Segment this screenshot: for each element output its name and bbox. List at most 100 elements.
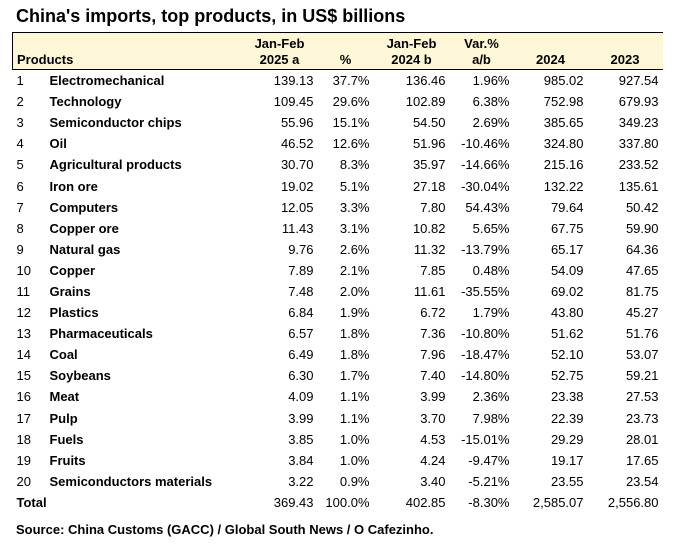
cell-product: Computers	[49, 199, 119, 215]
cell-jan-feb-2025: 3.22	[288, 473, 314, 489]
cell-rank: 19	[16, 452, 31, 468]
cell-variation: -14.80%	[461, 368, 510, 384]
cell-year-2023: 233.52	[618, 157, 659, 173]
table-row: 6 Iron ore 19.02 5.1% 27.18 -30.04% 132.22 135.…	[13, 175, 663, 196]
cell-share: 15.1%	[332, 115, 370, 131]
cell-year-2023: 53.07	[625, 347, 659, 363]
table-row: 9 Natural gas 9.76 2.6% 11.32 -13.79% 65.17 64.…	[13, 239, 663, 260]
cell-jan-feb-2024: 10.82	[412, 220, 446, 236]
cell-product: Soybeans	[49, 368, 111, 384]
total-variation: -8.30%	[468, 494, 510, 510]
table-row: 16 Meat 4.09 1.1% 3.99 2.36% 23.38 27.53	[13, 386, 663, 407]
cell-jan-feb-2025: 6.30	[288, 368, 314, 384]
cell-jan-feb-2024: 7.80	[420, 199, 446, 215]
cell-jan-feb-2025: 139.13	[273, 73, 314, 89]
cell-jan-feb-2024: 102.89	[405, 94, 446, 110]
cell-product: Semiconductor chips	[49, 115, 182, 131]
cell-share: 2.6%	[339, 241, 370, 257]
cell-year-2024: 52.10	[550, 347, 584, 363]
cell-share: 2.0%	[339, 283, 370, 299]
table-header: Products Jan-Feb 2025 a % Jan-Feb 2024 b…	[12, 32, 663, 70]
cell-product: Agricultural products	[49, 157, 182, 173]
header-year-2023: 2023	[587, 32, 663, 70]
imports-table: Products Jan-Feb 2025 a % Jan-Feb 2024 b…	[12, 32, 663, 513]
cell-year-2023: 45.27	[625, 305, 659, 321]
cell-year-2024: 132.22	[543, 178, 584, 194]
cell-jan-feb-2024: 6.72	[420, 305, 446, 321]
total-year-2023: 2,556.80	[607, 494, 659, 510]
cell-product: Fruits	[49, 452, 86, 468]
header-variation-line1: Var.%	[464, 36, 499, 51]
cell-rank: 8	[16, 220, 24, 236]
table-row: 8 Copper ore 11.43 3.1% 10.82 5.65% 67.75 59.90	[13, 218, 663, 239]
cell-year-2024: 65.17	[550, 241, 584, 257]
cell-jan-feb-2025: 30.70	[280, 157, 314, 173]
cell-jan-feb-2024: 54.50	[412, 115, 446, 131]
header-row: Products Jan-Feb 2025 a % Jan-Feb 2024 b…	[12, 32, 663, 70]
cell-year-2024: 43.80	[550, 305, 584, 321]
cell-year-2024: 22.39	[550, 410, 584, 426]
cell-year-2024: 79.64	[550, 199, 584, 215]
cell-rank: 12	[16, 305, 31, 321]
cell-rank: 6	[16, 178, 24, 194]
cell-jan-feb-2024: 35.97	[412, 157, 446, 173]
cell-variation: 5.65%	[472, 220, 510, 236]
table-row: 17 Pulp 3.99 1.1% 3.70 7.98% 22.39 23.73	[13, 408, 663, 429]
cell-jan-feb-2025: 7.48	[288, 283, 314, 299]
cell-jan-feb-2025: 3.99	[288, 410, 314, 426]
cell-variation: 0.48%	[472, 262, 510, 278]
cell-rank: 16	[16, 389, 31, 405]
header-jan-feb-2025-line1: Jan-Feb	[254, 36, 305, 51]
cell-product: Iron ore	[49, 178, 98, 194]
table-row: 7 Computers 12.05 3.3% 7.80 54.43% 79.64 50.42	[13, 197, 663, 218]
cell-jan-feb-2024: 7.36	[420, 326, 446, 342]
cell-variation: -15.01%	[461, 431, 510, 447]
cell-product: Copper	[49, 262, 96, 278]
cell-jan-feb-2025: 3.84	[288, 452, 314, 468]
cell-rank: 9	[16, 241, 24, 257]
cell-jan-feb-2025: 11.43	[281, 220, 314, 236]
cell-share: 1.9%	[339, 305, 370, 321]
cell-variation: 2.69%	[472, 115, 510, 131]
cell-product: Grains	[49, 283, 91, 299]
table-row: 11 Grains 7.48 2.0% 11.61 -35.55% 69.02 81.75	[13, 281, 663, 302]
cell-year-2024: 385.65	[543, 115, 584, 131]
cell-rank: 15	[16, 368, 31, 384]
cell-year-2024: 29.29	[550, 431, 584, 447]
cell-year-2024: 67.75	[550, 220, 584, 236]
cell-share: 1.7%	[339, 368, 370, 384]
cell-jan-feb-2025: 109.45	[273, 94, 314, 110]
cell-variation: 7.98%	[472, 410, 510, 426]
cell-product: Coal	[49, 347, 78, 363]
cell-jan-feb-2024: 11.32	[413, 241, 446, 257]
cell-year-2024: 324.80	[543, 136, 584, 152]
cell-product: Pharmaceuticals	[49, 326, 153, 342]
cell-year-2023: 927.54	[618, 73, 659, 89]
cell-jan-feb-2024: 51.96	[412, 136, 446, 152]
table-row: 12 Plastics 6.84 1.9% 6.72 1.79% 43.80 45.27	[13, 302, 663, 323]
header-jan-feb-2024-line1: Jan-Feb	[386, 36, 437, 51]
header-year-2024: 2024	[513, 32, 588, 70]
cell-share: 1.0%	[339, 431, 370, 447]
cell-year-2023: 679.93	[618, 94, 659, 110]
cell-share: 5.1%	[339, 178, 370, 194]
cell-jan-feb-2025: 7.89	[288, 262, 314, 278]
cell-share: 2.1%	[339, 262, 370, 278]
cell-rank: 10	[16, 262, 31, 278]
header-products: Products	[12, 32, 242, 70]
cell-rank: 14	[16, 347, 31, 363]
cell-product: Meat	[49, 389, 80, 405]
cell-share: 1.0%	[339, 452, 370, 468]
table-row: 14 Coal 6.49 1.8% 7.96 -18.47% 52.10 53.07	[13, 344, 663, 365]
cell-share: 29.6%	[332, 94, 370, 110]
header-jan-feb-2024: Jan-Feb 2024 b	[373, 32, 450, 70]
cell-variation: -10.46%	[461, 136, 510, 152]
total-jan-feb-2024: 402.85	[405, 494, 446, 510]
cell-year-2023: 349.23	[618, 115, 659, 131]
cell-year-2024: 23.38	[550, 389, 584, 405]
table-row: 1 Electromechanical 139.13 37.7% 136.46 1.96%…	[13, 70, 663, 92]
cell-jan-feb-2025: 12.05	[280, 199, 314, 215]
cell-jan-feb-2025: 6.84	[288, 305, 314, 321]
cell-jan-feb-2024: 11.61	[413, 283, 446, 299]
cell-year-2024: 51.62	[550, 326, 584, 342]
